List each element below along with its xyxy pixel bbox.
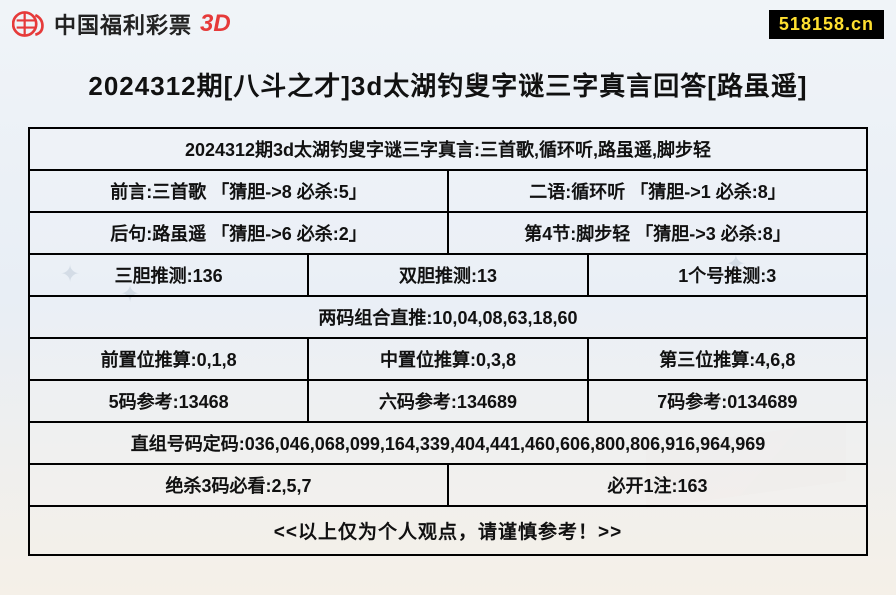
cell-6code: 六码参考:134689 bbox=[308, 380, 587, 422]
header: 中国福利彩票 3D 518158.cn bbox=[0, 0, 896, 44]
cell-double-guess: 双胆推测:13 bbox=[308, 254, 587, 296]
logo-area: 中国福利彩票 3D bbox=[12, 8, 231, 40]
watermark-badge: 518158.cn bbox=[769, 10, 884, 39]
cell-7code: 7码参考:0134689 bbox=[588, 380, 867, 422]
cell-kill3: 绝杀3码必看:2,5,7 bbox=[29, 464, 448, 506]
logo-text: 中国福利彩票 bbox=[54, 8, 192, 40]
cell-phrase2: 二语:循环听 「猜胆->1 必杀:8」 bbox=[448, 170, 867, 212]
cell-pos1: 前置位推算:0,1,8 bbox=[29, 338, 308, 380]
row-riddle-summary: 2024312期3d太湖钓叟字谜三字真言:三首歌,循环听,路虽遥,脚步轻 bbox=[29, 128, 867, 170]
row-two-code: 两码组合直推:10,04,08,63,18,60 bbox=[29, 296, 867, 338]
cell-5code: 5码参考:13468 bbox=[29, 380, 308, 422]
cell-triple-guess: 三胆推测:136 bbox=[29, 254, 308, 296]
lottery-logo-icon bbox=[12, 8, 48, 40]
lottery-table: 2024312期3d太湖钓叟字谜三字真言:三首歌,循环听,路虽遥,脚步轻 前言:… bbox=[28, 127, 868, 556]
cell-phrase1: 前言:三首歌 「猜胆->8 必杀:5」 bbox=[29, 170, 448, 212]
logo-3d: 3D bbox=[200, 10, 231, 38]
row-direct-group: 直组号码定码:036,046,068,099,164,339,404,441,4… bbox=[29, 422, 867, 464]
page-title: 2024312期[八斗之才]3d太湖钓叟字谜三字真言回答[路虽遥] bbox=[0, 66, 896, 103]
cell-single-guess: 1个号推测:3 bbox=[588, 254, 867, 296]
cell-must-open: 必开1注:163 bbox=[448, 464, 867, 506]
cell-phrase3: 后句:路虽遥 「猜胆->6 必杀:2」 bbox=[29, 212, 448, 254]
cell-phrase4: 第4节:脚步轻 「猜胆->3 必杀:8」 bbox=[448, 212, 867, 254]
footer-note: <<以上仅为个人观点，请谨慎参考！>> bbox=[28, 507, 868, 556]
cell-pos3: 第三位推算:4,6,8 bbox=[588, 338, 867, 380]
cell-pos2: 中置位推算:0,3,8 bbox=[308, 338, 587, 380]
